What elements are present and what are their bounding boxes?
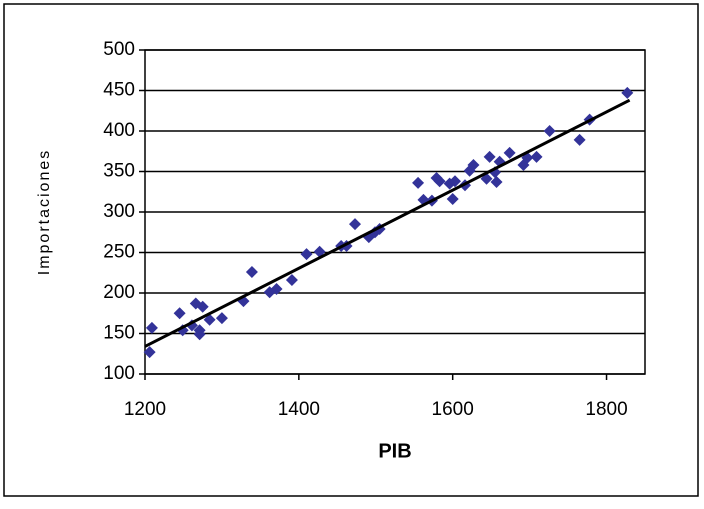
y-tick-label: 500 [103,39,135,60]
data-point [173,307,186,320]
data-point [573,133,586,146]
y-tick-label: 300 [103,201,135,222]
y-tick-label: 250 [103,242,135,263]
data-point [467,159,480,172]
data-point [446,193,459,206]
data-point [621,86,634,99]
data-point [270,282,283,295]
y-tick-label: 350 [103,161,135,182]
data-point [285,274,298,287]
y-tick-label: 100 [103,363,135,384]
data-point [245,265,258,278]
x-tick-label: 1800 [585,399,627,420]
x-tick-label: 1400 [278,399,320,420]
y-tick-label: 450 [103,80,135,101]
data-point [483,150,496,163]
data-point [215,312,228,325]
x-tick-label: 1600 [432,399,474,420]
data-point [143,346,156,359]
y-tick-label: 200 [103,282,135,303]
data-point [193,328,206,341]
data-point [543,125,556,137]
x-axis-label: PIB [378,440,411,462]
trend-line [144,98,631,348]
data-point [433,175,446,188]
data-point [412,176,425,189]
data-point [349,218,361,231]
y-tick-label: 150 [103,323,135,344]
data-point [196,300,209,313]
data-point [300,248,313,261]
data-point [145,321,158,334]
x-tick-label: 1200 [124,399,166,420]
data-point [490,176,503,189]
data-point [449,175,461,188]
y-axis-label: Importaciones [36,149,53,276]
y-tick-label: 400 [103,120,135,141]
data-point [530,150,543,163]
data-point [503,146,516,159]
